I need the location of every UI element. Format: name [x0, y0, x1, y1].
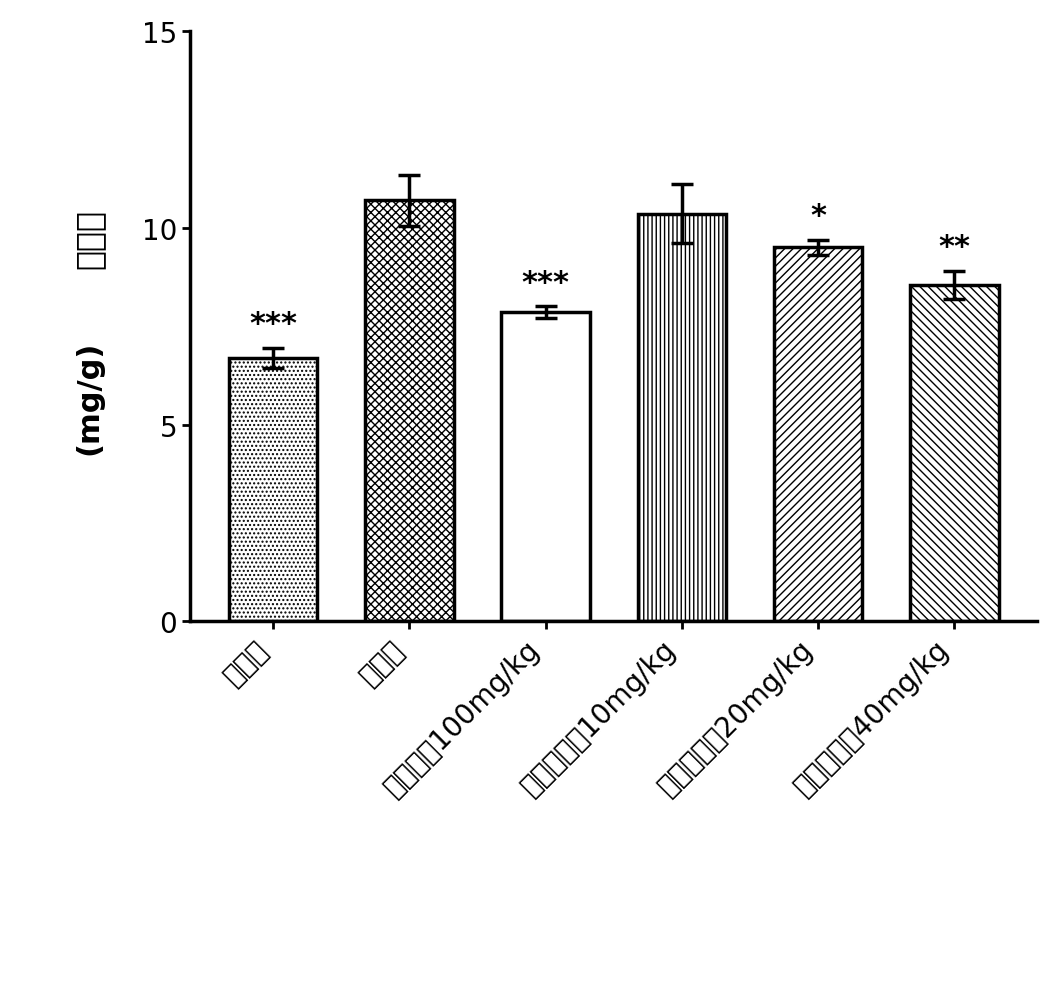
Bar: [365, 201, 454, 622]
Bar: [229, 358, 317, 622]
Bar: [501, 313, 590, 622]
Text: ***: ***: [522, 269, 569, 297]
Bar: [638, 215, 726, 622]
Text: (mg/g): (mg/g): [74, 340, 104, 454]
Text: *: *: [810, 202, 826, 231]
Text: ***: ***: [250, 310, 297, 339]
Text: **: **: [938, 233, 970, 262]
Bar: [910, 286, 999, 622]
Bar: [773, 248, 862, 622]
Text: 肺指数: 肺指数: [72, 209, 106, 268]
